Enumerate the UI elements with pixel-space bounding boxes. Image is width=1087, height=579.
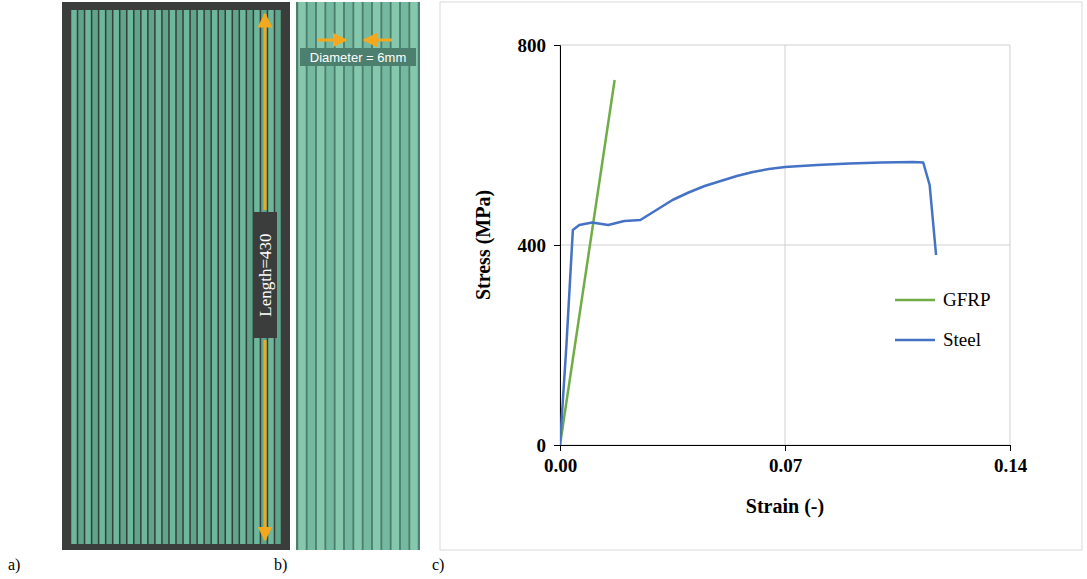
rod xyxy=(212,10,218,544)
tick: 400 xyxy=(518,235,561,256)
rod xyxy=(326,2,334,550)
rod xyxy=(317,2,325,550)
y-axis: 0 400 800 xyxy=(518,35,561,456)
grid-line xyxy=(560,245,1010,246)
legend-swatch xyxy=(895,299,935,302)
rod xyxy=(336,2,344,550)
tick-label: 400 xyxy=(518,235,547,256)
rod xyxy=(191,10,197,544)
tick-label: 0.07 xyxy=(769,455,803,476)
axis-title: Strain (-) xyxy=(746,495,824,518)
grid-line xyxy=(560,45,1010,46)
chart-frame xyxy=(440,2,1082,550)
rod xyxy=(128,10,134,544)
rod xyxy=(99,10,105,544)
rod xyxy=(78,10,84,544)
axis-line xyxy=(554,46,561,446)
label-patch xyxy=(253,212,277,338)
rod xyxy=(92,10,98,544)
rod xyxy=(373,2,381,550)
panel-label: c) xyxy=(432,556,444,574)
grid xyxy=(560,45,1010,445)
rod xyxy=(392,2,400,550)
legend-swatch xyxy=(895,339,935,342)
legend: GFRP Steel xyxy=(895,289,991,350)
rod xyxy=(247,10,253,544)
axis-title: Stress (MPa) xyxy=(472,190,495,300)
photo-background xyxy=(296,2,420,550)
x-axis: 0.00 0.07 0.14 xyxy=(544,445,1028,476)
tick: 0.00 xyxy=(544,445,577,476)
rod xyxy=(170,10,176,544)
rod xyxy=(163,10,169,544)
annotation: Diameter = 6mm xyxy=(310,50,406,65)
axis-line xyxy=(561,446,1011,452)
rod xyxy=(198,10,204,544)
tick: 0.07 xyxy=(769,445,803,476)
rod xyxy=(184,10,190,544)
label-patch xyxy=(300,48,416,66)
rod xyxy=(205,10,211,544)
tick-mark xyxy=(554,445,560,446)
rod xyxy=(142,10,148,544)
rod xyxy=(233,10,239,544)
figure: Length=430Diameter = 6mma)b)c)0.000.070.… xyxy=(0,0,1087,579)
dimension-arrow xyxy=(264,340,267,540)
rod xyxy=(226,10,232,544)
rod xyxy=(345,2,353,550)
legend-label: Steel xyxy=(943,329,981,350)
rod xyxy=(401,2,409,550)
dimension-arrow xyxy=(264,14,267,210)
rod xyxy=(364,2,372,550)
dimension-arrow xyxy=(318,39,346,42)
tick: 0.14 xyxy=(994,445,1028,476)
rod xyxy=(85,10,91,544)
photo-a: Length=430 xyxy=(62,2,290,550)
photo-b: Diameter = 6mm xyxy=(296,2,420,550)
tick: 0 xyxy=(537,435,561,456)
chart: 0.00 0.07 0.14 0 400 800 Strain (-) Stress (MPa… xyxy=(472,35,1028,518)
legend-label: GFRP xyxy=(943,289,991,310)
tick-label: 0.14 xyxy=(994,455,1028,476)
rod xyxy=(298,2,306,550)
tick-label: 0.00 xyxy=(544,455,577,476)
tick: 800 xyxy=(518,35,561,56)
rod xyxy=(240,10,246,544)
rod xyxy=(177,10,183,544)
rod xyxy=(219,10,225,544)
panel-label: b) xyxy=(274,556,287,574)
plot-marks xyxy=(560,80,936,445)
rod xyxy=(308,2,316,550)
rod xyxy=(106,10,112,544)
photo-background xyxy=(62,2,290,550)
tick-mark xyxy=(554,45,560,46)
rod xyxy=(382,2,390,550)
annotation: Length=430 xyxy=(256,233,275,316)
tick-label: 800 xyxy=(518,35,547,56)
rod xyxy=(354,2,362,550)
tick-mark xyxy=(785,445,786,451)
rod xyxy=(135,10,141,544)
tick-mark xyxy=(554,245,560,246)
tick-mark xyxy=(1010,445,1011,451)
series-line xyxy=(560,162,936,445)
rod xyxy=(71,10,77,544)
tick-label: 0 xyxy=(537,435,547,456)
series-line xyxy=(560,80,615,445)
rod xyxy=(149,10,155,544)
rod xyxy=(156,10,162,544)
rod xyxy=(120,10,126,544)
rod xyxy=(113,10,119,544)
rod xyxy=(410,2,418,550)
panel-label: a) xyxy=(8,556,20,574)
dimension-arrow xyxy=(364,39,392,42)
